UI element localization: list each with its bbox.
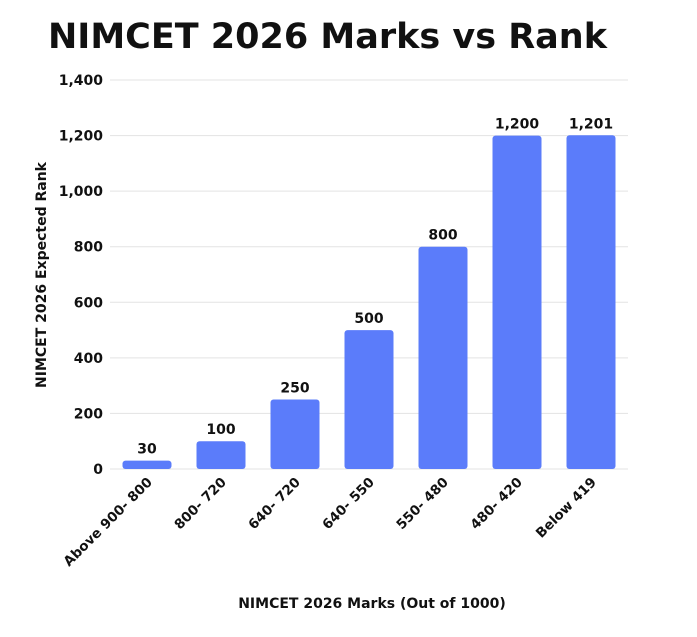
bar — [418, 246, 468, 469]
data-labels: 30 100 250 500 800 1,200 1,201 — [137, 116, 613, 457]
x-axis-label: NIMCET 2026 Marks (Out of 1000) — [238, 596, 506, 612]
data-label: 1,200 — [495, 117, 540, 133]
x-tick-label: 550- 480 — [393, 475, 451, 533]
bar — [344, 330, 394, 469]
x-tick-label: Below 419 — [533, 475, 600, 542]
x-tick-label: 480- 420 — [467, 475, 525, 533]
y-tick-label: 200 — [74, 406, 103, 422]
chart-title: NIMCET 2026 Marks vs Rank — [48, 17, 608, 57]
bar — [196, 441, 246, 469]
y-tick-label: 0 — [93, 462, 103, 478]
bar — [270, 399, 320, 469]
data-label: 100 — [206, 422, 235, 438]
x-tick-label: 800- 720 — [171, 475, 229, 533]
y-axis-ticks: 0 200 400 600 800 1,000 1,200 1,400 — [59, 73, 104, 478]
bar — [492, 135, 542, 470]
y-tick-label: 1,400 — [59, 73, 104, 89]
data-label: 1,201 — [569, 116, 613, 132]
x-tick-label: 640- 550 — [319, 475, 377, 533]
y-tick-label: 1,000 — [59, 184, 104, 200]
data-label: 30 — [137, 442, 157, 458]
x-tick-label: 640- 720 — [245, 475, 303, 533]
y-tick-label: 800 — [74, 240, 103, 256]
data-label: 500 — [354, 311, 383, 327]
bars — [122, 135, 616, 470]
y-axis-label: NIMCET 2026 Expected Rank — [34, 161, 50, 388]
y-tick-label: 1,200 — [59, 129, 104, 145]
data-label: 800 — [428, 228, 457, 244]
x-axis-ticks: Above 900- 800 800- 720 640- 720 640- 550 55… — [61, 475, 600, 570]
x-tick-label: Above 900- 800 — [61, 475, 156, 570]
y-tick-label: 600 — [74, 295, 103, 311]
y-tick-label: 400 — [74, 351, 103, 367]
bar — [122, 460, 172, 469]
data-label: 250 — [280, 381, 309, 397]
bar — [566, 135, 616, 469]
